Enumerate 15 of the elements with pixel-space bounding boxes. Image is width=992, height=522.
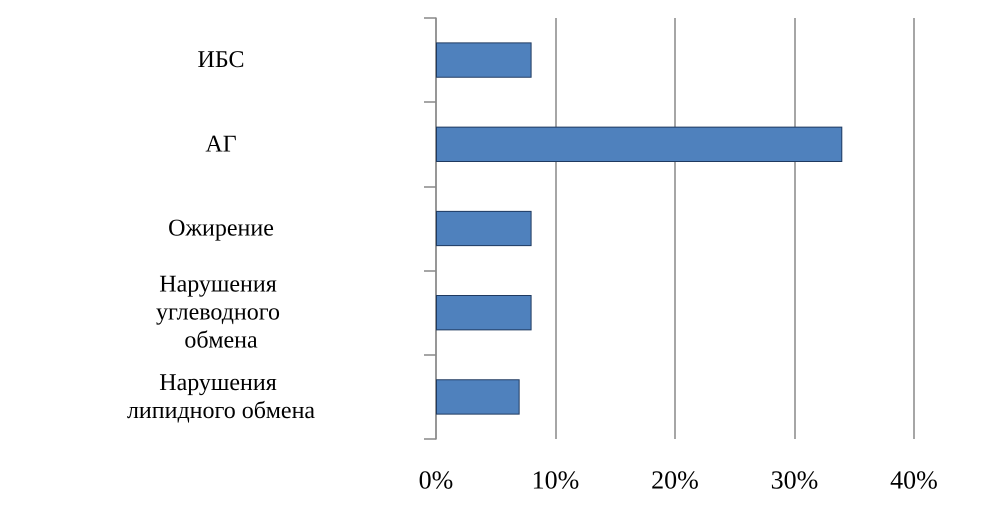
bar — [436, 126, 842, 162]
x-tick-label: 0% — [418, 466, 454, 494]
x-tick-label: 30% — [770, 466, 818, 494]
bar — [436, 42, 532, 78]
x-tick-label: 40% — [890, 466, 938, 494]
bar — [436, 210, 532, 246]
bar — [436, 295, 532, 330]
bar — [436, 379, 520, 415]
x-tick-label: 20% — [651, 466, 699, 494]
y-tick-label: Нарушения липидного обмена — [126, 370, 316, 424]
y-tick-label: ИБС — [198, 47, 244, 74]
x-tick-label: 10% — [532, 466, 580, 494]
y-tick-label: Нарушения углеводного обмена — [156, 272, 286, 354]
y-tick-label: Ожирение — [168, 216, 274, 242]
y-tick-label: АГ — [205, 131, 237, 158]
